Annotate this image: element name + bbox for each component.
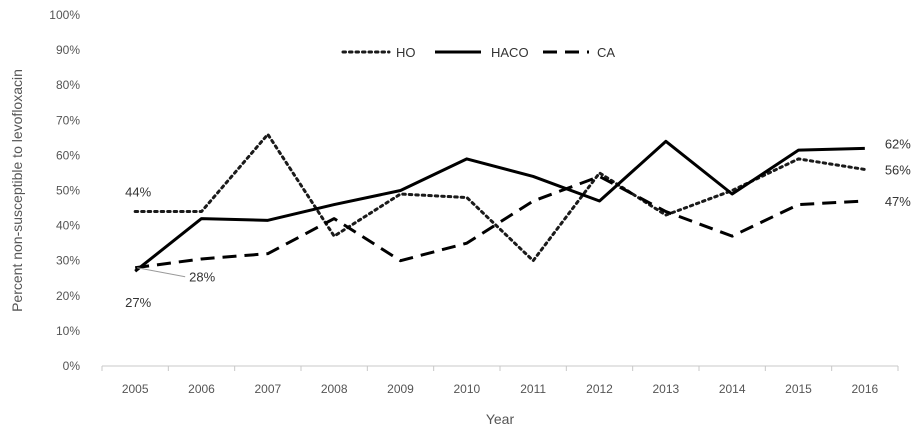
x-tick-label: 2014 [719, 382, 746, 396]
series-ca-line [134, 174, 865, 270]
y-tick-label: 50% [56, 184, 80, 198]
y-tick-label: 30% [56, 254, 80, 268]
y-tick-label: 40% [56, 219, 80, 233]
x-tick-label: 2012 [586, 382, 613, 396]
y-tick-label: 70% [56, 113, 80, 127]
x-axis-ticks: 2005 2006 2007 2008 2009 2010 2011 2012 2013 2014… [101, 366, 899, 396]
x-tick-label: 2006 [188, 382, 215, 396]
x-tick-label: 2015 [785, 382, 812, 396]
y-axis-ticks: 0% 10% 20% 30% 40% 50% 60% 70% 80% 90% 100% [49, 8, 80, 373]
series-lines [133, 132, 867, 273]
annotation-leader-line [137, 267, 186, 278]
annotation-label: 62% [885, 136, 911, 151]
annotation-label: 56% [885, 162, 911, 177]
legend-ca-label: CA [597, 45, 615, 60]
y-tick-label: 80% [56, 78, 80, 92]
x-tick-label: 2009 [387, 382, 414, 396]
x-tick-label: 2010 [453, 382, 480, 396]
annotation-label: 44% [125, 185, 151, 200]
annotation-label: 28% [189, 270, 215, 285]
series-ho-line [133, 132, 867, 263]
y-tick-label: 90% [56, 43, 80, 57]
x-axis-label: Year [486, 411, 515, 427]
series-haco-line [134, 139, 865, 273]
y-axis-label: Percent non-susceptible to levofloxacin [9, 69, 25, 312]
x-tick-label: 2008 [321, 382, 348, 396]
legend-haco-label: HACO [491, 45, 529, 60]
y-tick-label: 20% [56, 289, 80, 303]
y-tick-label: 60% [56, 148, 80, 162]
y-tick-label: 10% [56, 324, 80, 338]
y-tick-label: 0% [63, 359, 81, 373]
x-tick-label: 2013 [652, 382, 679, 396]
legend-ho-label: HO [396, 45, 416, 60]
x-tick-label: 2007 [254, 382, 281, 396]
annotation-label: 47% [885, 194, 911, 209]
annotation-label: 27% [125, 295, 151, 310]
annotations: 44% 28% 27% 62% 56% 47% [125, 136, 911, 310]
legend: HO HACO CA [341, 45, 615, 60]
y-tick-label: 100% [49, 8, 80, 22]
x-tick-label: 2016 [851, 382, 878, 396]
x-tick-label: 2005 [122, 382, 149, 396]
x-tick-label: 2011 [520, 382, 546, 396]
